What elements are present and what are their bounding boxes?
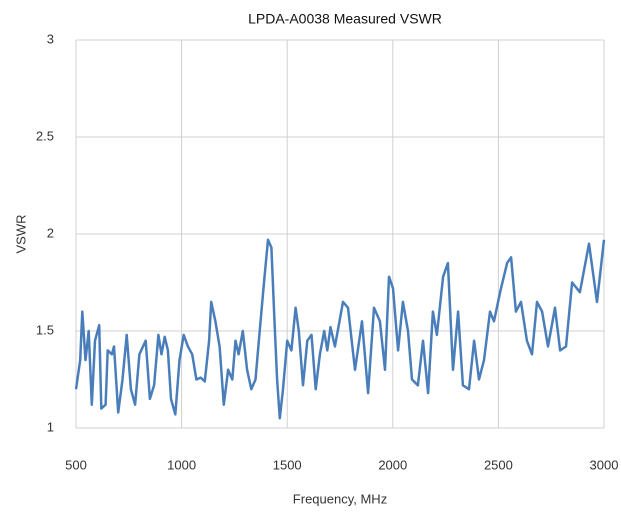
x-tick-label: 3000: [590, 457, 619, 472]
y-tick-label: 1.5: [36, 322, 54, 337]
y-tick-label: 2: [47, 225, 54, 240]
x-axis-label: Frequency, MHz: [293, 491, 387, 506]
x-tick-label: 1000: [167, 457, 196, 472]
data-line: [74, 238, 606, 420]
x-tick-label: 2500: [484, 457, 513, 472]
y-axis-label: VSWR: [13, 215, 28, 254]
y-tick-label: 3: [47, 31, 54, 46]
y-tick-label: 2.5: [36, 128, 54, 143]
y-tick-label: 1: [47, 419, 54, 434]
x-tick-label: 2000: [378, 457, 407, 472]
chart-title: LPDA-A0038 Measured VSWR: [248, 11, 442, 27]
x-tick-label: 500: [65, 457, 87, 472]
x-tick-label: 1500: [273, 457, 302, 472]
